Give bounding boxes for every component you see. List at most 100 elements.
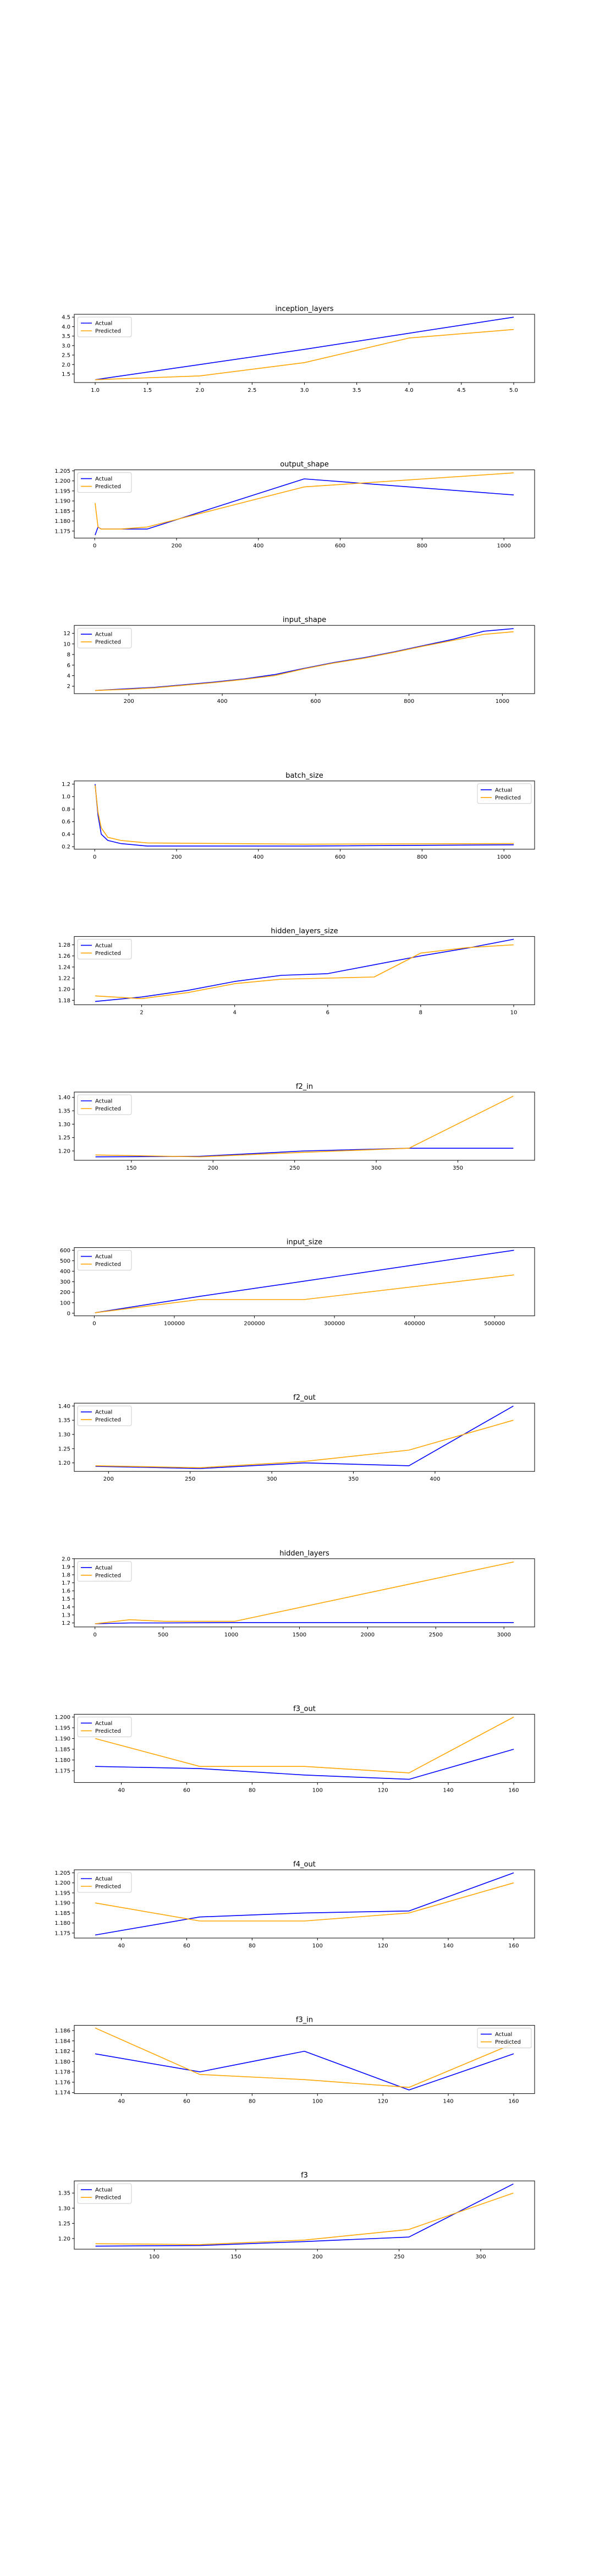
y-tick-label: 1.35 [58,1109,70,1115]
x-tick-label: 800 [417,543,427,549]
y-tick-label: 1.180 [54,1920,70,1926]
x-tick-label: 100 [312,1943,323,1949]
y-tick-label: 1.185 [54,1747,70,1753]
plot-frame [74,781,535,850]
y-tick-label: 1.7 [62,1580,70,1586]
chart-title: f3 [301,2171,308,2180]
y-tick-label: 100 [60,1300,70,1306]
plot-frame [74,2180,535,2250]
series-line-actual [95,1405,514,1469]
series-line-predicted [95,2192,514,2245]
x-tick-label: 500000 [484,1321,505,1327]
series-line-actual [95,2050,514,2091]
x-tick-label: 3.5 [353,388,361,394]
x-tick-label: 500 [158,1632,168,1638]
legend-label: Actual [95,1410,112,1416]
y-tick-label: 1.175 [54,1768,70,1774]
y-tick-label: 2 [67,684,70,690]
legend-label: Actual [95,476,112,482]
x-tick-label: 250 [185,1476,195,1482]
y-tick-label: 1.176 [54,2080,70,2086]
legend-box [77,1561,132,1582]
x-tick-label: 300 [371,1165,382,1171]
x-tick-label: 0 [93,543,96,549]
x-tick-label: 1.5 [143,388,152,394]
x-tick-label: 40 [118,1787,125,1793]
x-tick-label: 1000 [497,854,510,860]
y-tick-label: 10 [63,641,70,647]
x-tick-label: 160 [508,1943,519,1949]
y-tick-label: 400 [60,1269,70,1275]
y-tick-label: 1.30 [58,2206,70,2212]
y-tick-label: 1.175 [54,1930,70,1936]
y-tick-label: 1.190 [54,1736,70,1742]
x-tick-label: 10 [510,1009,518,1016]
y-tick-label: 300 [60,1279,70,1285]
x-tick-label: 3000 [497,1632,511,1638]
legend-label: Actual [95,1721,112,1727]
x-tick-label: 200 [312,2254,323,2260]
chart-title: f2_out [293,1394,316,1402]
y-tick-label: 1.190 [54,1901,70,1907]
chart-title: f2_in [296,1083,313,1091]
series-line-predicted [95,631,514,691]
legend-label: Actual [495,2032,512,2038]
x-tick-label: 100 [312,1787,323,1793]
legend-label: Predicted [95,640,121,646]
x-tick-label: 150 [126,1165,136,1171]
legend-label: Predicted [95,1573,121,1579]
y-tick-label: 0 [67,1311,70,1317]
x-tick-label: 3.0 [300,388,309,394]
y-tick-label: 1.174 [54,2090,70,2096]
x-tick-label: 200 [208,1165,218,1171]
legend-box [77,627,132,648]
x-tick-label: 400000 [404,1321,425,1327]
x-tick-label: 40 [118,1943,125,1949]
legend-label: Actual [95,632,112,638]
x-tick-label: 2.5 [248,388,256,394]
y-tick-label: 1.3 [62,1612,70,1618]
legend-label: Actual [95,1565,112,1571]
chart-title: output_shape [280,461,329,469]
series-line-actual [95,2183,514,2247]
series-line-predicted [95,1882,514,1922]
y-tick-label: 1.30 [58,1432,70,1438]
x-tick-label: 250 [394,2254,404,2260]
y-tick-label: 1.4 [62,1604,70,1611]
legend-box [77,316,132,337]
series-line-predicted [95,785,514,845]
series-line-predicted [95,1095,514,1158]
chart-title: f3_out [293,1705,316,1713]
y-tick-label: 1.22 [58,976,70,982]
y-tick-label: 1.30 [58,1122,70,1128]
y-tick-label: 1.0 [62,794,70,800]
x-tick-label: 120 [378,1943,388,1949]
x-tick-label: 200 [103,1476,114,1482]
y-tick-label: 4.0 [62,324,70,330]
x-tick-label: 200 [171,543,182,549]
x-tick-label: 100 [149,2254,160,2260]
chart-hidden-layers-size: hidden_layers_size 2 4 6 8 10 1.18 1.20 1.22 1.24… [58,927,535,1016]
plot-frame [74,1869,535,1939]
x-tick-label: 40 [118,2099,125,2105]
x-tick-label: 100000 [164,1321,185,1327]
y-tick-label: 1.180 [54,2059,70,2065]
y-tick-label: 0.8 [62,806,70,812]
x-tick-label: 200000 [244,1321,265,1327]
plot-frame [74,1713,535,1783]
x-tick-label: 5.0 [509,388,518,394]
chart-title: hidden_layers [279,1549,329,1558]
series-line-predicted [95,1561,514,1624]
legend-label: Predicted [95,1262,121,1268]
y-tick-label: 1.5 [62,1596,70,1602]
y-tick-label: 1.5 [62,372,70,378]
y-tick-label: 1.2 [62,1620,70,1627]
plot-frame [74,1558,535,1628]
y-tick-label: 1.178 [54,2070,70,2076]
x-tick-label: 80 [249,1787,256,1793]
